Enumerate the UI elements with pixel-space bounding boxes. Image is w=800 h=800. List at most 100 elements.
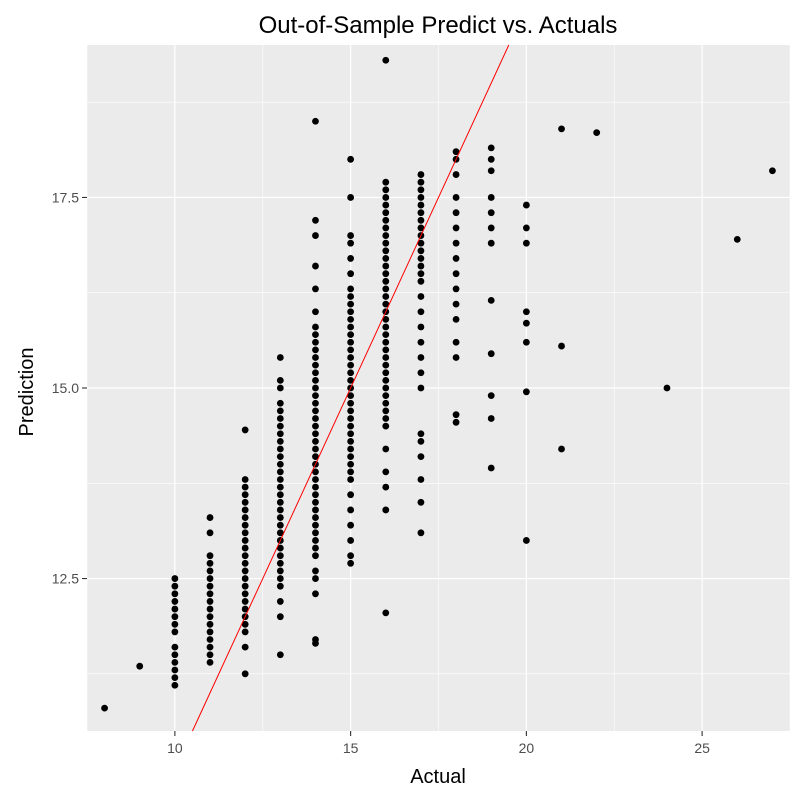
scatter-point <box>452 285 460 293</box>
scatter-point <box>276 544 284 552</box>
scatter-point <box>487 224 495 232</box>
scatter-point <box>382 232 390 239</box>
x-tick-label: 25 <box>694 740 710 756</box>
scatter-point <box>312 575 319 582</box>
scatter-point <box>347 437 355 445</box>
y-tick-label: 17.5 <box>52 189 79 205</box>
scatter-point <box>136 662 144 670</box>
scatter-point <box>312 262 319 270</box>
scatter-point <box>276 407 284 415</box>
scatter-point <box>382 247 390 255</box>
scatter-points <box>101 56 776 712</box>
scatter-point <box>276 384 284 392</box>
scatter-point <box>417 216 425 224</box>
scatter-point <box>276 529 284 537</box>
scatter-point <box>347 559 355 567</box>
scatter-point <box>312 476 319 483</box>
scatter-point <box>312 437 319 445</box>
scatter-point <box>382 239 390 247</box>
scatter-point <box>171 605 179 613</box>
x-tick-label: 20 <box>519 740 535 756</box>
scatter-point <box>382 285 390 293</box>
scatter-point <box>312 567 319 575</box>
scatter-point <box>417 239 425 247</box>
scatter-point <box>382 338 390 346</box>
scatter-point <box>522 224 530 232</box>
scatter-point <box>171 643 179 651</box>
scatter-point <box>417 498 425 506</box>
scatter-point <box>276 422 284 430</box>
scatter-point <box>276 399 284 407</box>
scatter-point <box>312 407 319 415</box>
scatter-point <box>206 613 214 621</box>
scatter-point <box>241 506 249 514</box>
scatter-point <box>417 270 425 278</box>
scatter-point <box>382 293 390 300</box>
scatter-point <box>347 331 355 339</box>
scatter-point <box>347 537 355 544</box>
scatter-point <box>347 415 355 422</box>
scatter-point <box>417 247 425 255</box>
scatter-point <box>312 285 319 293</box>
scatter-point <box>312 544 319 552</box>
scatter-point <box>452 194 460 201</box>
scatter-point <box>206 559 214 567</box>
scatter-point <box>276 476 284 483</box>
scatter-point <box>733 235 741 243</box>
scatter-point <box>347 308 355 316</box>
scatter-point <box>241 498 249 506</box>
scatter-point <box>171 590 179 598</box>
reference-line <box>191 44 510 732</box>
scatter-point <box>487 392 495 400</box>
scatter-point <box>417 430 425 438</box>
scatter-point <box>347 270 355 278</box>
scatter-point <box>347 506 355 514</box>
scatter-point <box>206 628 214 636</box>
scatter-point <box>312 468 319 476</box>
scatter-point <box>558 445 565 453</box>
scatter-point <box>522 338 530 346</box>
scatter-point <box>312 590 319 598</box>
scatter-point <box>382 445 390 453</box>
scatter-point <box>417 308 425 316</box>
scatter-point <box>382 483 390 491</box>
scatter-point <box>382 331 390 339</box>
scatter-point <box>241 483 249 491</box>
scatter-point <box>382 186 390 194</box>
scatter-point <box>382 376 390 384</box>
scatter-point <box>347 430 355 438</box>
scatter-point <box>312 117 319 125</box>
scatter-point <box>241 567 249 575</box>
scatter-point <box>347 552 355 560</box>
scatter-point <box>347 407 355 415</box>
scatter-point <box>452 171 460 178</box>
x-tick-label: 15 <box>343 740 359 756</box>
scatter-point <box>312 445 319 453</box>
scatter-point <box>312 392 319 400</box>
scatter-point <box>312 552 319 560</box>
scatter-point <box>312 415 319 422</box>
scatter-point <box>347 194 355 201</box>
scatter-point <box>347 491 355 499</box>
scatter-point <box>312 529 319 537</box>
scatter-point <box>312 232 319 239</box>
scatter-point <box>276 651 284 659</box>
scatter-point <box>312 491 319 499</box>
scatter-point <box>312 521 319 529</box>
scatter-point <box>276 582 284 590</box>
x-axis-label: Actual <box>410 766 466 788</box>
y-axis: 12.5 15.0 17.5 <box>52 189 87 587</box>
scatter-point <box>417 476 425 483</box>
scatter-point <box>276 559 284 567</box>
scatter-point <box>171 666 179 674</box>
scatter-point <box>206 552 214 560</box>
scatter-point <box>276 430 284 438</box>
scatter-point <box>241 476 249 483</box>
scatter-point <box>347 323 355 331</box>
scatter-point <box>241 544 249 552</box>
scatter-point <box>382 506 390 514</box>
scatter-point <box>276 613 284 621</box>
scatter-point <box>452 300 460 308</box>
scatter-point <box>347 155 355 163</box>
scatter-point <box>276 521 284 529</box>
